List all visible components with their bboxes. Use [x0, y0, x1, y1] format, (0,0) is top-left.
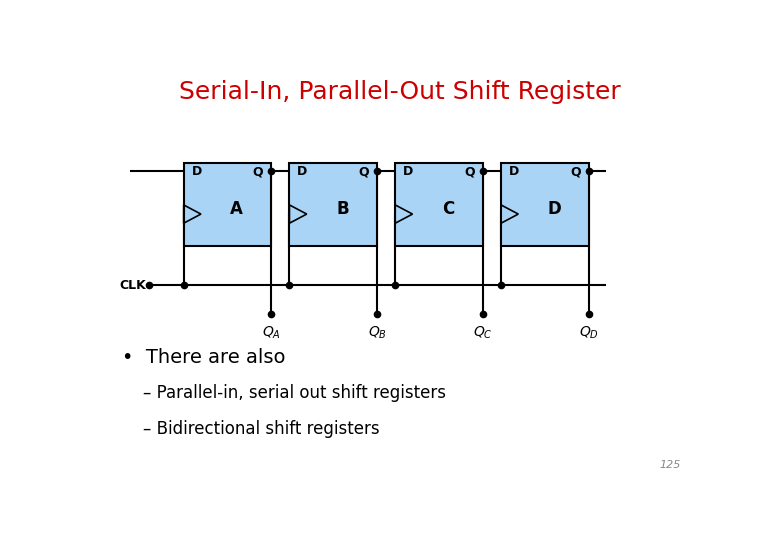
Text: $Q_D$: $Q_D$	[579, 325, 598, 341]
Text: – Bidirectional shift registers: – Bidirectional shift registers	[143, 420, 379, 437]
Bar	[289, 163, 377, 246]
Text: D: D	[192, 165, 202, 178]
Text: Q: Q	[464, 165, 475, 178]
Text: A: A	[230, 200, 243, 218]
Bar	[395, 163, 483, 246]
Bar	[183, 163, 271, 246]
Text: 125: 125	[659, 460, 681, 470]
Text: D: D	[403, 165, 413, 178]
Text: CLK: CLK	[119, 279, 146, 292]
Text: Serial-In, Parallel-Out Shift Register: Serial-In, Parallel-Out Shift Register	[179, 80, 621, 104]
Text: D: D	[509, 165, 519, 178]
Text: $Q_A$: $Q_A$	[262, 325, 281, 341]
Text: Q: Q	[570, 165, 581, 178]
Text: B: B	[336, 200, 349, 218]
Bar	[501, 163, 589, 246]
Text: Q: Q	[359, 165, 369, 178]
Text: D: D	[547, 200, 561, 218]
Text: $Q_B$: $Q_B$	[367, 325, 387, 341]
Text: •  There are also: • There are also	[122, 348, 285, 367]
Text: $Q_C$: $Q_C$	[473, 325, 493, 341]
Text: – Parallel-in, serial out shift registers: – Parallel-in, serial out shift register…	[143, 384, 446, 402]
Text: C: C	[442, 200, 454, 218]
Text: D: D	[297, 165, 307, 178]
Text: Q: Q	[253, 165, 264, 178]
